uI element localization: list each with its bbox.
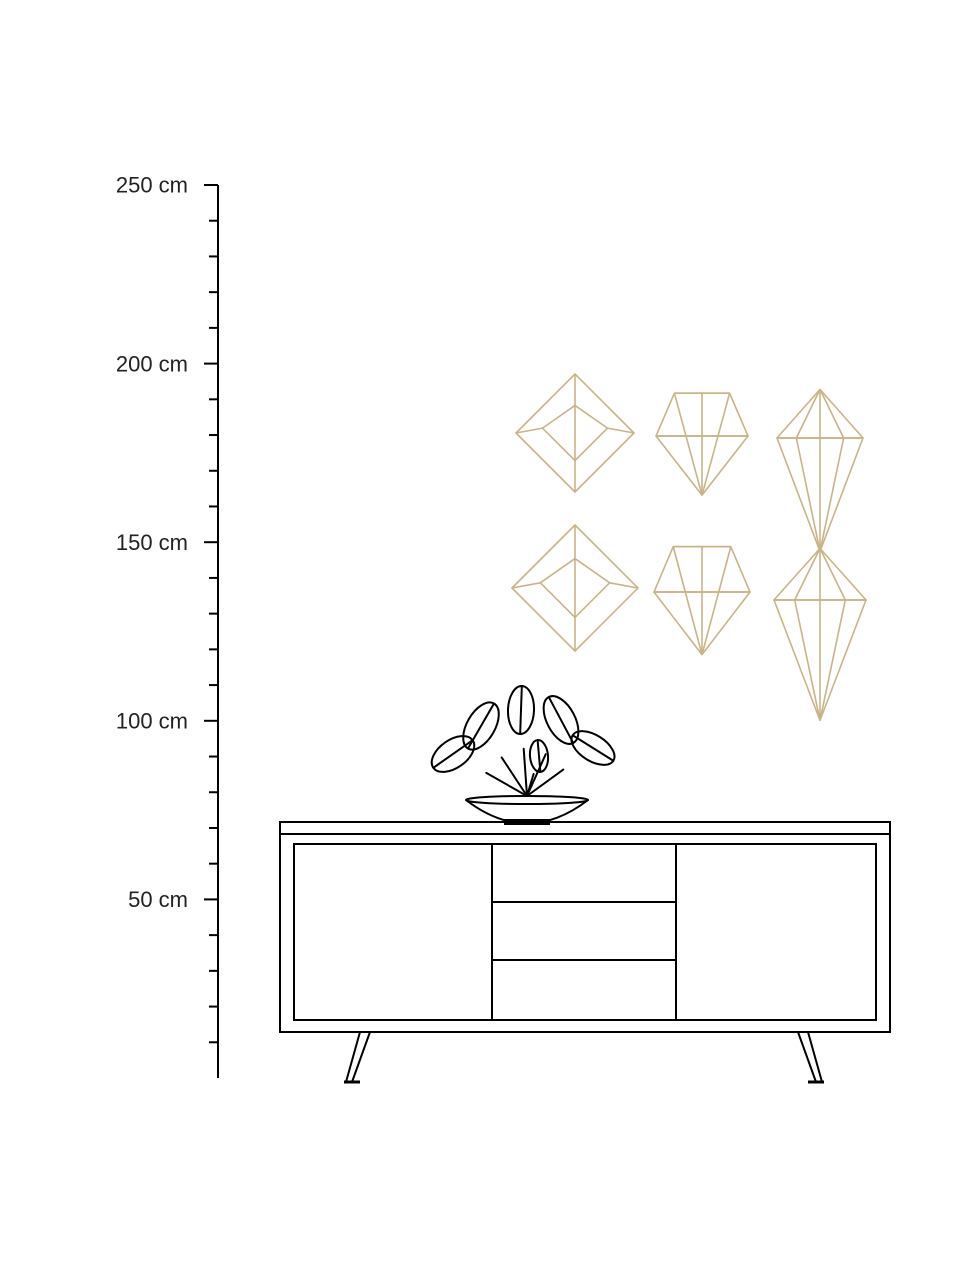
diamond-bottom-mid	[654, 547, 750, 655]
ruler-label: 200 cm	[116, 351, 188, 376]
sideboard	[280, 822, 890, 1082]
wall-diamonds	[512, 374, 866, 720]
ruler-label: 100 cm	[116, 709, 188, 734]
diamond-bottom-left	[512, 525, 638, 651]
diamond-top-mid	[656, 393, 748, 495]
ruler-label: 150 cm	[116, 530, 188, 555]
diamond-top-right	[777, 389, 863, 551]
height-ruler: 250 cm 200 cm 150 cm 100 cm 50 cm	[116, 173, 218, 1078]
ruler-label: 250 cm	[116, 173, 188, 198]
ruler-label: 50 cm	[128, 887, 188, 912]
diamond-top-left	[516, 374, 634, 492]
diamond-bottom-right	[774, 548, 866, 720]
potted-plant	[425, 686, 620, 824]
scene-svg: 250 cm 200 cm 150 cm 100 cm 50 cm	[0, 0, 960, 1280]
